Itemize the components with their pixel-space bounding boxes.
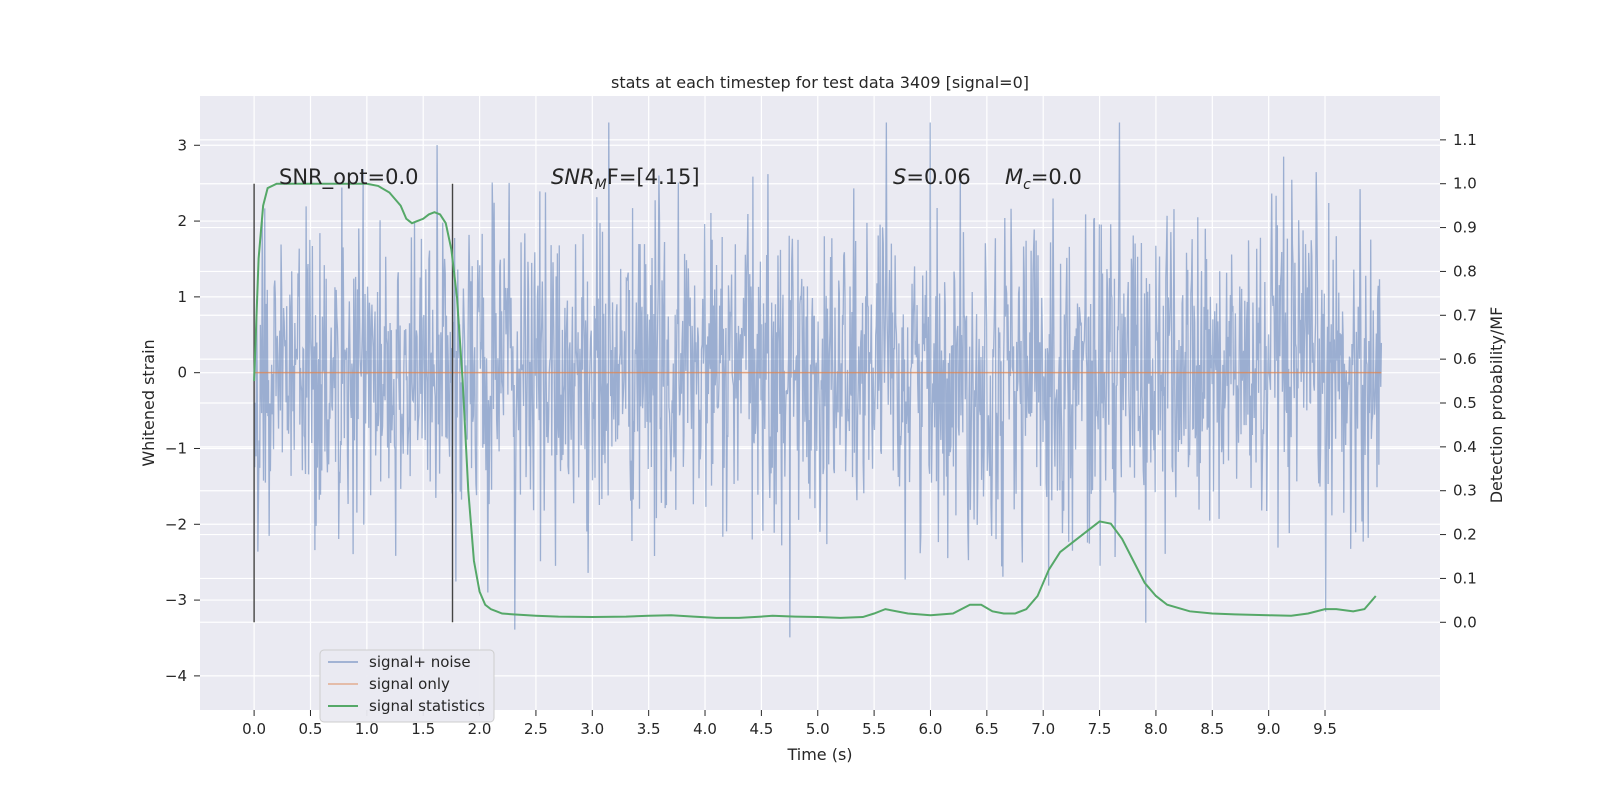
annotation-s: S=0.06 [893,165,971,189]
x-tick-label: 5.0 [806,720,830,738]
annotation-snr-mf-rest: F=[4.15] [607,165,700,189]
x-tick-label: 6.0 [919,720,943,738]
annotations: SNR_opt=0.0 SNRMF=[4.15] S=0.06 Mc=0.0 [279,165,1082,193]
annotation-mc: Mc=0.0 [1005,165,1082,193]
x-tick-label: 1.0 [355,720,379,738]
annotation-s-value: =0.06 [906,165,970,189]
y-tick-label: 0 [177,364,187,382]
y-axis-label: Whitened strain [139,339,158,466]
x-tick-label: 9.5 [1313,720,1337,738]
legend-box [319,649,495,723]
legend-label-signal-only: signal only [369,675,450,693]
y2-axis-label: Detection probability/MF [1487,307,1506,504]
x-tick-label: 7.0 [1031,720,1055,738]
x-tick-label: 2.5 [524,720,548,738]
x-tick-label: 9.0 [1257,720,1281,738]
y2-tick-label: 0.3 [1453,482,1477,500]
x-tick-label: 3.0 [580,720,604,738]
legend-label-signal-noise: signal+ noise [369,653,471,671]
y-tick-label: 2 [177,212,187,230]
annotation-snr-mf-sub: M [595,177,607,193]
x-tick-label: 0.0 [242,720,266,738]
x-axis-label: Time (s) [786,745,852,764]
y-tick-label: −1 [165,439,187,457]
y2-tick-label: 0.6 [1453,350,1477,368]
y2-tick-label: 0.7 [1453,306,1477,324]
y2-tick-label: 1.1 [1453,131,1477,149]
x-tick-label: 4.0 [693,720,717,738]
y2-tick-label: 0.9 [1453,219,1477,237]
y2-tick-label: 0.4 [1453,438,1477,456]
x-tick-label: 4.5 [749,720,773,738]
annotation-snr-opt: SNR_opt=0.0 [279,165,419,190]
x-tick-label: 3.5 [637,720,661,738]
x-tick-label: 8.0 [1144,720,1168,738]
y-tick-label: 3 [177,136,187,154]
y2-tick-label: 0.8 [1453,262,1477,280]
y-tick-label: −3 [165,591,187,609]
x-tick-label: 6.5 [975,720,999,738]
annotation-mc-sub: c [1023,177,1031,193]
x-tick-label: 7.5 [1088,720,1112,738]
x-tick-label: 0.5 [299,720,323,738]
y-tick-label: 1 [177,288,187,306]
signal-noise-series [253,122,1383,638]
annotation-snr-mf-main: SNR [551,165,595,189]
x-tick-label: 8.5 [1200,720,1224,738]
chart-title: stats at each timestep for test data 340… [611,73,1029,92]
annotation-mc-value: =0.0 [1031,165,1082,189]
x-tick-label: 1.5 [411,720,435,738]
annotation-mc-var: M [1005,165,1023,189]
y2-tick-label: 1.0 [1453,175,1477,193]
y2-tick-label: 0.0 [1453,613,1477,631]
x-tick-label: 2.0 [468,720,492,738]
y-tick-label: −4 [165,667,187,685]
y2-tick-label: 0.5 [1453,394,1477,412]
signal-statistics-series [253,182,1377,619]
annotation-s-var: S [893,165,906,189]
annotation-snr-mf: SNRMF=[4.15] [551,165,700,193]
legend: signal+ noise signal only signal statist… [319,649,495,723]
y2-tick-label: 0.2 [1453,526,1477,544]
y2-tick-label: 0.1 [1453,569,1477,587]
axis-ticks: 0.0 0.5 1.0 1.5 2.0 2.5 3.0 3.5 4.0 4.5 5.0 5.5 6.0 6… [165,131,1477,738]
signal-noise-line [253,122,1383,638]
x-tick-label: 5.5 [862,720,886,738]
legend-label-signal-statistics: signal statistics [369,697,485,715]
y-tick-label: −2 [165,515,187,533]
